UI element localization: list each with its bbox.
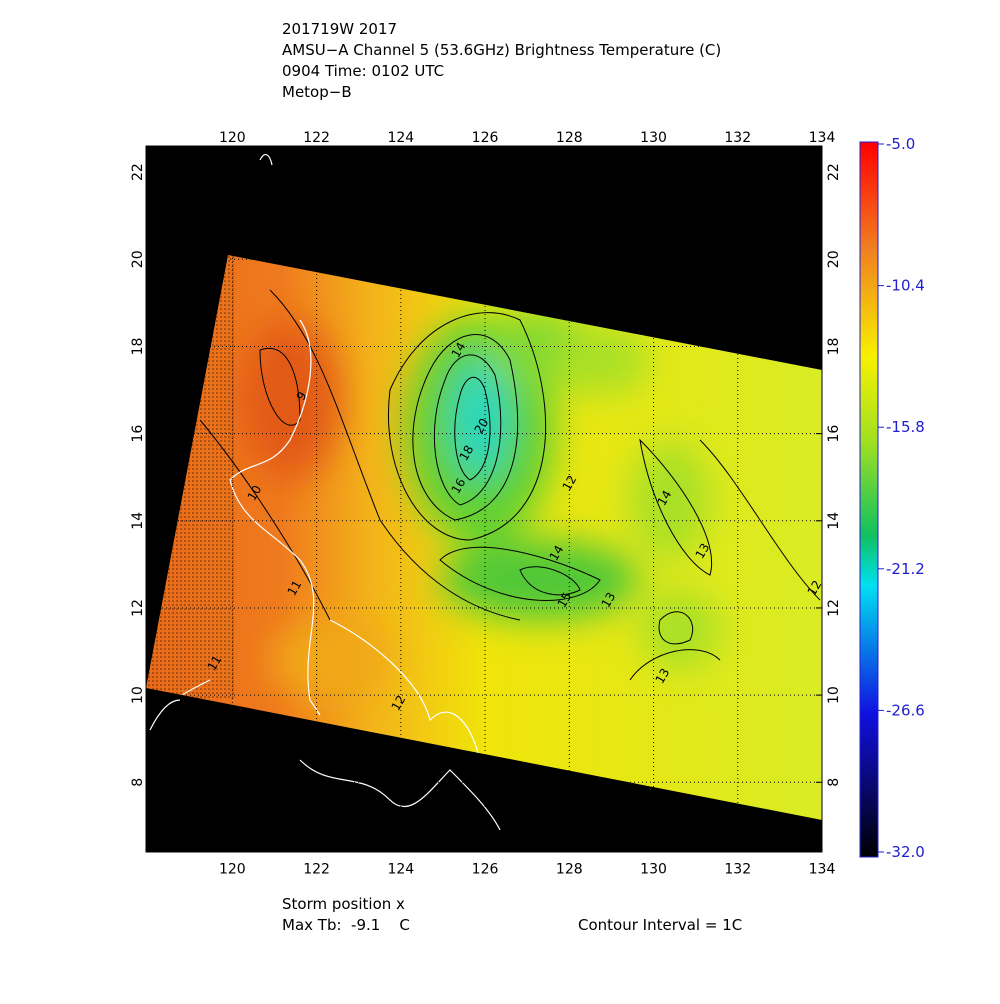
lon-label: 122 xyxy=(303,862,330,878)
lon-label: 124 xyxy=(387,130,414,146)
contour-label: 12 xyxy=(560,473,580,493)
contour-label: 14 xyxy=(547,543,567,563)
lat-label: 8 xyxy=(130,778,146,787)
contour-label: 14 xyxy=(655,488,675,508)
lat-label: 10 xyxy=(826,686,842,704)
lat-label: 12 xyxy=(826,599,842,617)
grid xyxy=(146,146,823,852)
colorbar xyxy=(859,141,879,858)
lat-label: 22 xyxy=(130,163,146,181)
header-line: Metop−B xyxy=(282,83,352,101)
contour-label: 11 xyxy=(285,578,305,598)
contour-interval: Contour Interval = 1C xyxy=(578,916,742,934)
contour-label: 13 xyxy=(693,541,713,561)
lon-label: 124 xyxy=(387,862,414,878)
map-frame xyxy=(145,145,823,853)
header-line: 201719W 2017 xyxy=(282,20,397,38)
lat-label: 18 xyxy=(130,338,146,356)
colorbar-label: -32.0 xyxy=(886,843,925,861)
lat-label: 18 xyxy=(826,338,842,356)
lon-label: 128 xyxy=(556,130,583,146)
lon-label: 126 xyxy=(472,862,499,878)
contour-label: 11 xyxy=(205,653,225,673)
contour-label: 15 xyxy=(555,590,575,610)
lon-label: 132 xyxy=(724,130,751,146)
swath xyxy=(146,255,822,820)
lat-label: 14 xyxy=(826,512,842,530)
colorbar-label: -5.0 xyxy=(886,135,915,153)
lat-label: 16 xyxy=(130,425,146,443)
contour-label: 13 xyxy=(599,590,619,610)
header-line: AMSU−A Channel 5 (53.6GHz) Brightness Te… xyxy=(282,41,721,59)
lat-label: 12 xyxy=(130,599,146,617)
contour-label: 13 xyxy=(653,666,673,686)
contour-label: 14 xyxy=(449,340,469,360)
lat-label: 22 xyxy=(826,163,842,181)
lon-label: 134 xyxy=(809,862,836,878)
contour-label: 16 xyxy=(449,476,469,496)
lon-label: 134 xyxy=(809,130,836,146)
colorbar-label: -21.2 xyxy=(886,560,925,578)
max-tb: Max Tb: -9.1 C xyxy=(282,916,410,934)
lon-label: 126 xyxy=(472,130,499,146)
lon-label: 122 xyxy=(303,130,330,146)
lon-label: 128 xyxy=(556,862,583,878)
colorbar-label: -15.8 xyxy=(886,418,925,436)
header-line: 0904 Time: 0102 UTC xyxy=(282,62,444,80)
contour-label: 18 xyxy=(457,443,477,463)
contour-label: 12 xyxy=(805,578,825,598)
coastlines xyxy=(149,153,501,831)
lon-label: 120 xyxy=(219,862,246,878)
lat-label: 8 xyxy=(826,778,842,787)
lon-label: 130 xyxy=(640,862,667,878)
lat-label: 10 xyxy=(130,686,146,704)
contour-label: 12 xyxy=(389,693,409,713)
lon-label: 130 xyxy=(640,130,667,146)
storm-position: Storm position x xyxy=(282,895,405,913)
lon-label: 132 xyxy=(724,862,751,878)
lat-label: 14 xyxy=(130,512,146,530)
contour-label: 10 xyxy=(245,483,265,503)
lat-label: 20 xyxy=(826,250,842,268)
lat-label: 16 xyxy=(826,425,842,443)
colorbar-label: -26.6 xyxy=(886,701,925,719)
lat-label: 20 xyxy=(130,250,146,268)
contour-label: 20 xyxy=(472,416,492,436)
colorbar-label: -10.4 xyxy=(886,277,925,295)
lon-label: 120 xyxy=(219,130,246,146)
